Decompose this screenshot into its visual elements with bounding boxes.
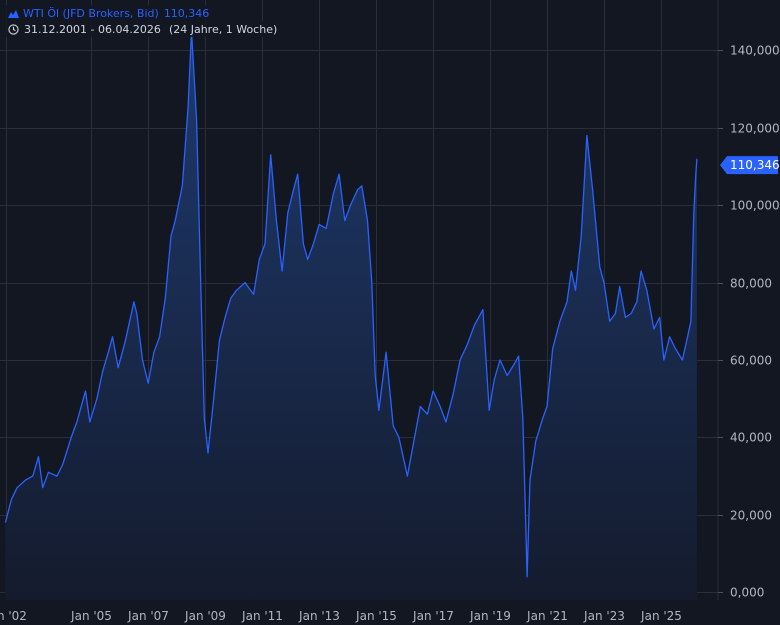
x-tick-label: Jan '21 xyxy=(526,609,568,623)
date-range: 31.12.2001 - 06.04.2026 xyxy=(24,22,161,36)
price-line xyxy=(4,30,698,578)
x-tick-label: Jan '17 xyxy=(412,609,454,623)
last-price-badge xyxy=(720,156,778,175)
y-tick-label: 0,000 xyxy=(730,586,764,600)
y-tick-label: 100,000 xyxy=(730,199,780,213)
y-tick-label: 140,000 xyxy=(730,44,780,58)
x-tick-label: Jan '13 xyxy=(298,609,340,623)
mountain-area-icon xyxy=(8,9,19,18)
last-price-marker: 110,346 xyxy=(720,156,780,175)
y-tick-label: 60,000 xyxy=(730,354,772,368)
series-name: WTI Öl (JFD Brokers, Bid) xyxy=(23,6,159,20)
x-tick-label: Jan '05 xyxy=(70,609,112,623)
y-tick-label: 20,000 xyxy=(730,509,772,523)
x-tick-label: Jan '07 xyxy=(127,609,169,623)
last-price-label: 110,346 xyxy=(730,158,780,172)
y-tick-label: 120,000 xyxy=(730,122,780,136)
x-tick-label: Jan '02 xyxy=(0,609,27,623)
price-axis[interactable]: 0,000 20,000 40,000 60,000 80,000 100,000 120,… xyxy=(717,0,780,600)
date-range-legend[interactable]: 31.12.2001 - 06.04.2026 (24 Jahre, 1 Woc… xyxy=(4,21,282,37)
x-tick-label: Jan '09 xyxy=(184,609,226,623)
y-tick-label: 40,000 xyxy=(730,431,772,445)
time-axis[interactable]: Jan '02 Jan '05 Jan '07 Jan '09 Jan '11 Jan '… xyxy=(0,609,682,623)
x-tick-label: Jan '11 xyxy=(241,609,283,623)
price-area-fill xyxy=(5,31,697,600)
series-legend[interactable]: WTI Öl (JFD Brokers, Bid) 110,346 xyxy=(4,5,214,21)
range-duration: (24 Jahre, 1 Woche) xyxy=(168,22,278,36)
x-tick-label: Jan '15 xyxy=(355,609,397,623)
series-value: 110,346 xyxy=(163,6,210,20)
y-tick-label: 80,000 xyxy=(730,277,772,291)
clock-icon xyxy=(8,23,19,35)
x-tick-label: Jan '25 xyxy=(640,609,682,623)
x-tick-label: Jan '19 xyxy=(469,609,511,623)
x-tick-label: Jan '23 xyxy=(583,609,625,623)
